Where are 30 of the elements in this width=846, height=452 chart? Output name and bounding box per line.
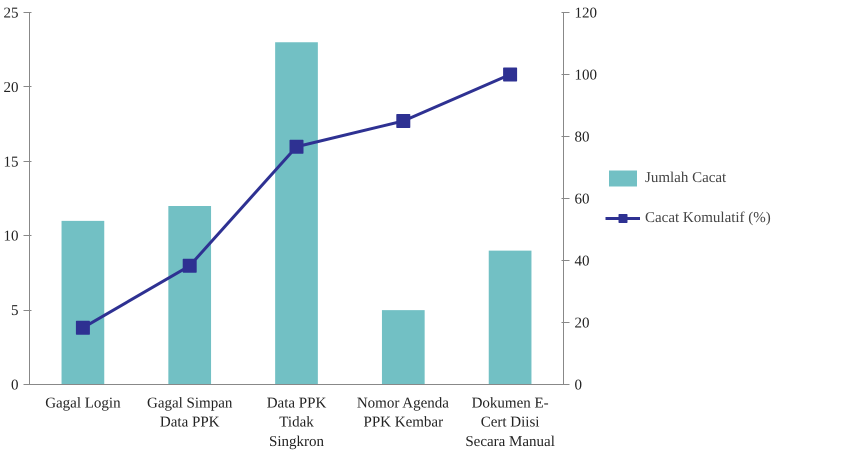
bar	[382, 310, 425, 384]
y2-tick-label: 40	[574, 254, 590, 270]
point	[182, 258, 197, 273]
y2-tick-label: 100	[574, 68, 597, 84]
y2-tick-label: 60	[574, 192, 590, 208]
y-tick-label: 15	[4, 154, 18, 170]
legend-label: Jumlah Cacat	[645, 170, 726, 186]
point	[396, 114, 410, 128]
x-tick-label: Gagal Simpan Data PPK	[147, 396, 233, 431]
y-tick-label: 10	[4, 228, 18, 245]
y2-tick-label: 80	[574, 130, 590, 146]
x-tick-label: Data PPK Tidak Singkron	[266, 396, 326, 450]
y-tick-label: 0	[11, 378, 18, 394]
y2-tick-label: 0	[574, 378, 582, 394]
bar	[275, 42, 318, 384]
y-tick-label: 5	[11, 303, 18, 320]
y-tick-label: 20	[4, 80, 18, 96]
y2-tick-label: 20	[574, 316, 590, 332]
bar	[168, 206, 212, 384]
point	[76, 320, 90, 335]
point	[503, 68, 518, 82]
point	[290, 140, 304, 154]
y2-tick-label: 120	[574, 6, 597, 22]
x-tick-label: Gagal Login	[45, 396, 122, 412]
bar	[488, 250, 532, 384]
x-tick-label: Dokumen E- Cert Diisi Secara Manual	[465, 396, 555, 450]
legend-label: Cacat Komulatif (%)	[645, 210, 771, 226]
y-tick-label: 25	[4, 6, 18, 22]
x-tick-label: Nomor Agenda PPK Kembar	[356, 396, 450, 431]
bar	[62, 220, 104, 384]
